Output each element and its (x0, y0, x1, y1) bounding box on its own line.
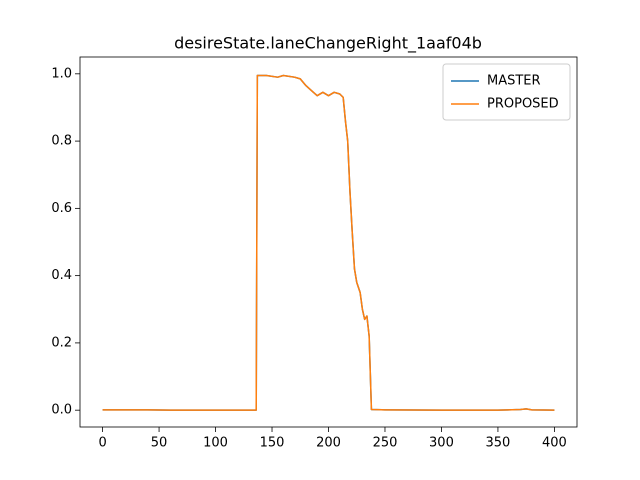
x-tick-label: 100 (203, 436, 228, 451)
legend-label: PROPOSED (487, 97, 559, 112)
legend-label: MASTER (487, 74, 541, 89)
y-tick-label: 0.2 (51, 335, 72, 350)
x-tick-label: 350 (486, 436, 511, 451)
y-tick-label: 0.4 (51, 268, 72, 283)
x-tick-label: 200 (316, 436, 341, 451)
y-tick-label: 0.0 (51, 403, 72, 418)
axes-frame (79, 56, 578, 428)
x-tick-label: 250 (373, 436, 398, 451)
x-tick-label: 50 (151, 436, 168, 451)
y-tick-label: 0.6 (51, 201, 72, 216)
x-tick-label: 300 (429, 436, 454, 451)
legend-box (442, 63, 571, 121)
y-tick-label: 0.8 (51, 134, 72, 149)
y-tick-label: 1.0 (51, 66, 72, 81)
x-tick-label: 0 (98, 436, 106, 451)
x-tick-label: 400 (542, 436, 567, 451)
chart-title: desireState.laneChangeRight_1aaf04b (174, 34, 482, 54)
series-line (102, 74, 555, 411)
x-tick-label: 150 (260, 436, 285, 451)
